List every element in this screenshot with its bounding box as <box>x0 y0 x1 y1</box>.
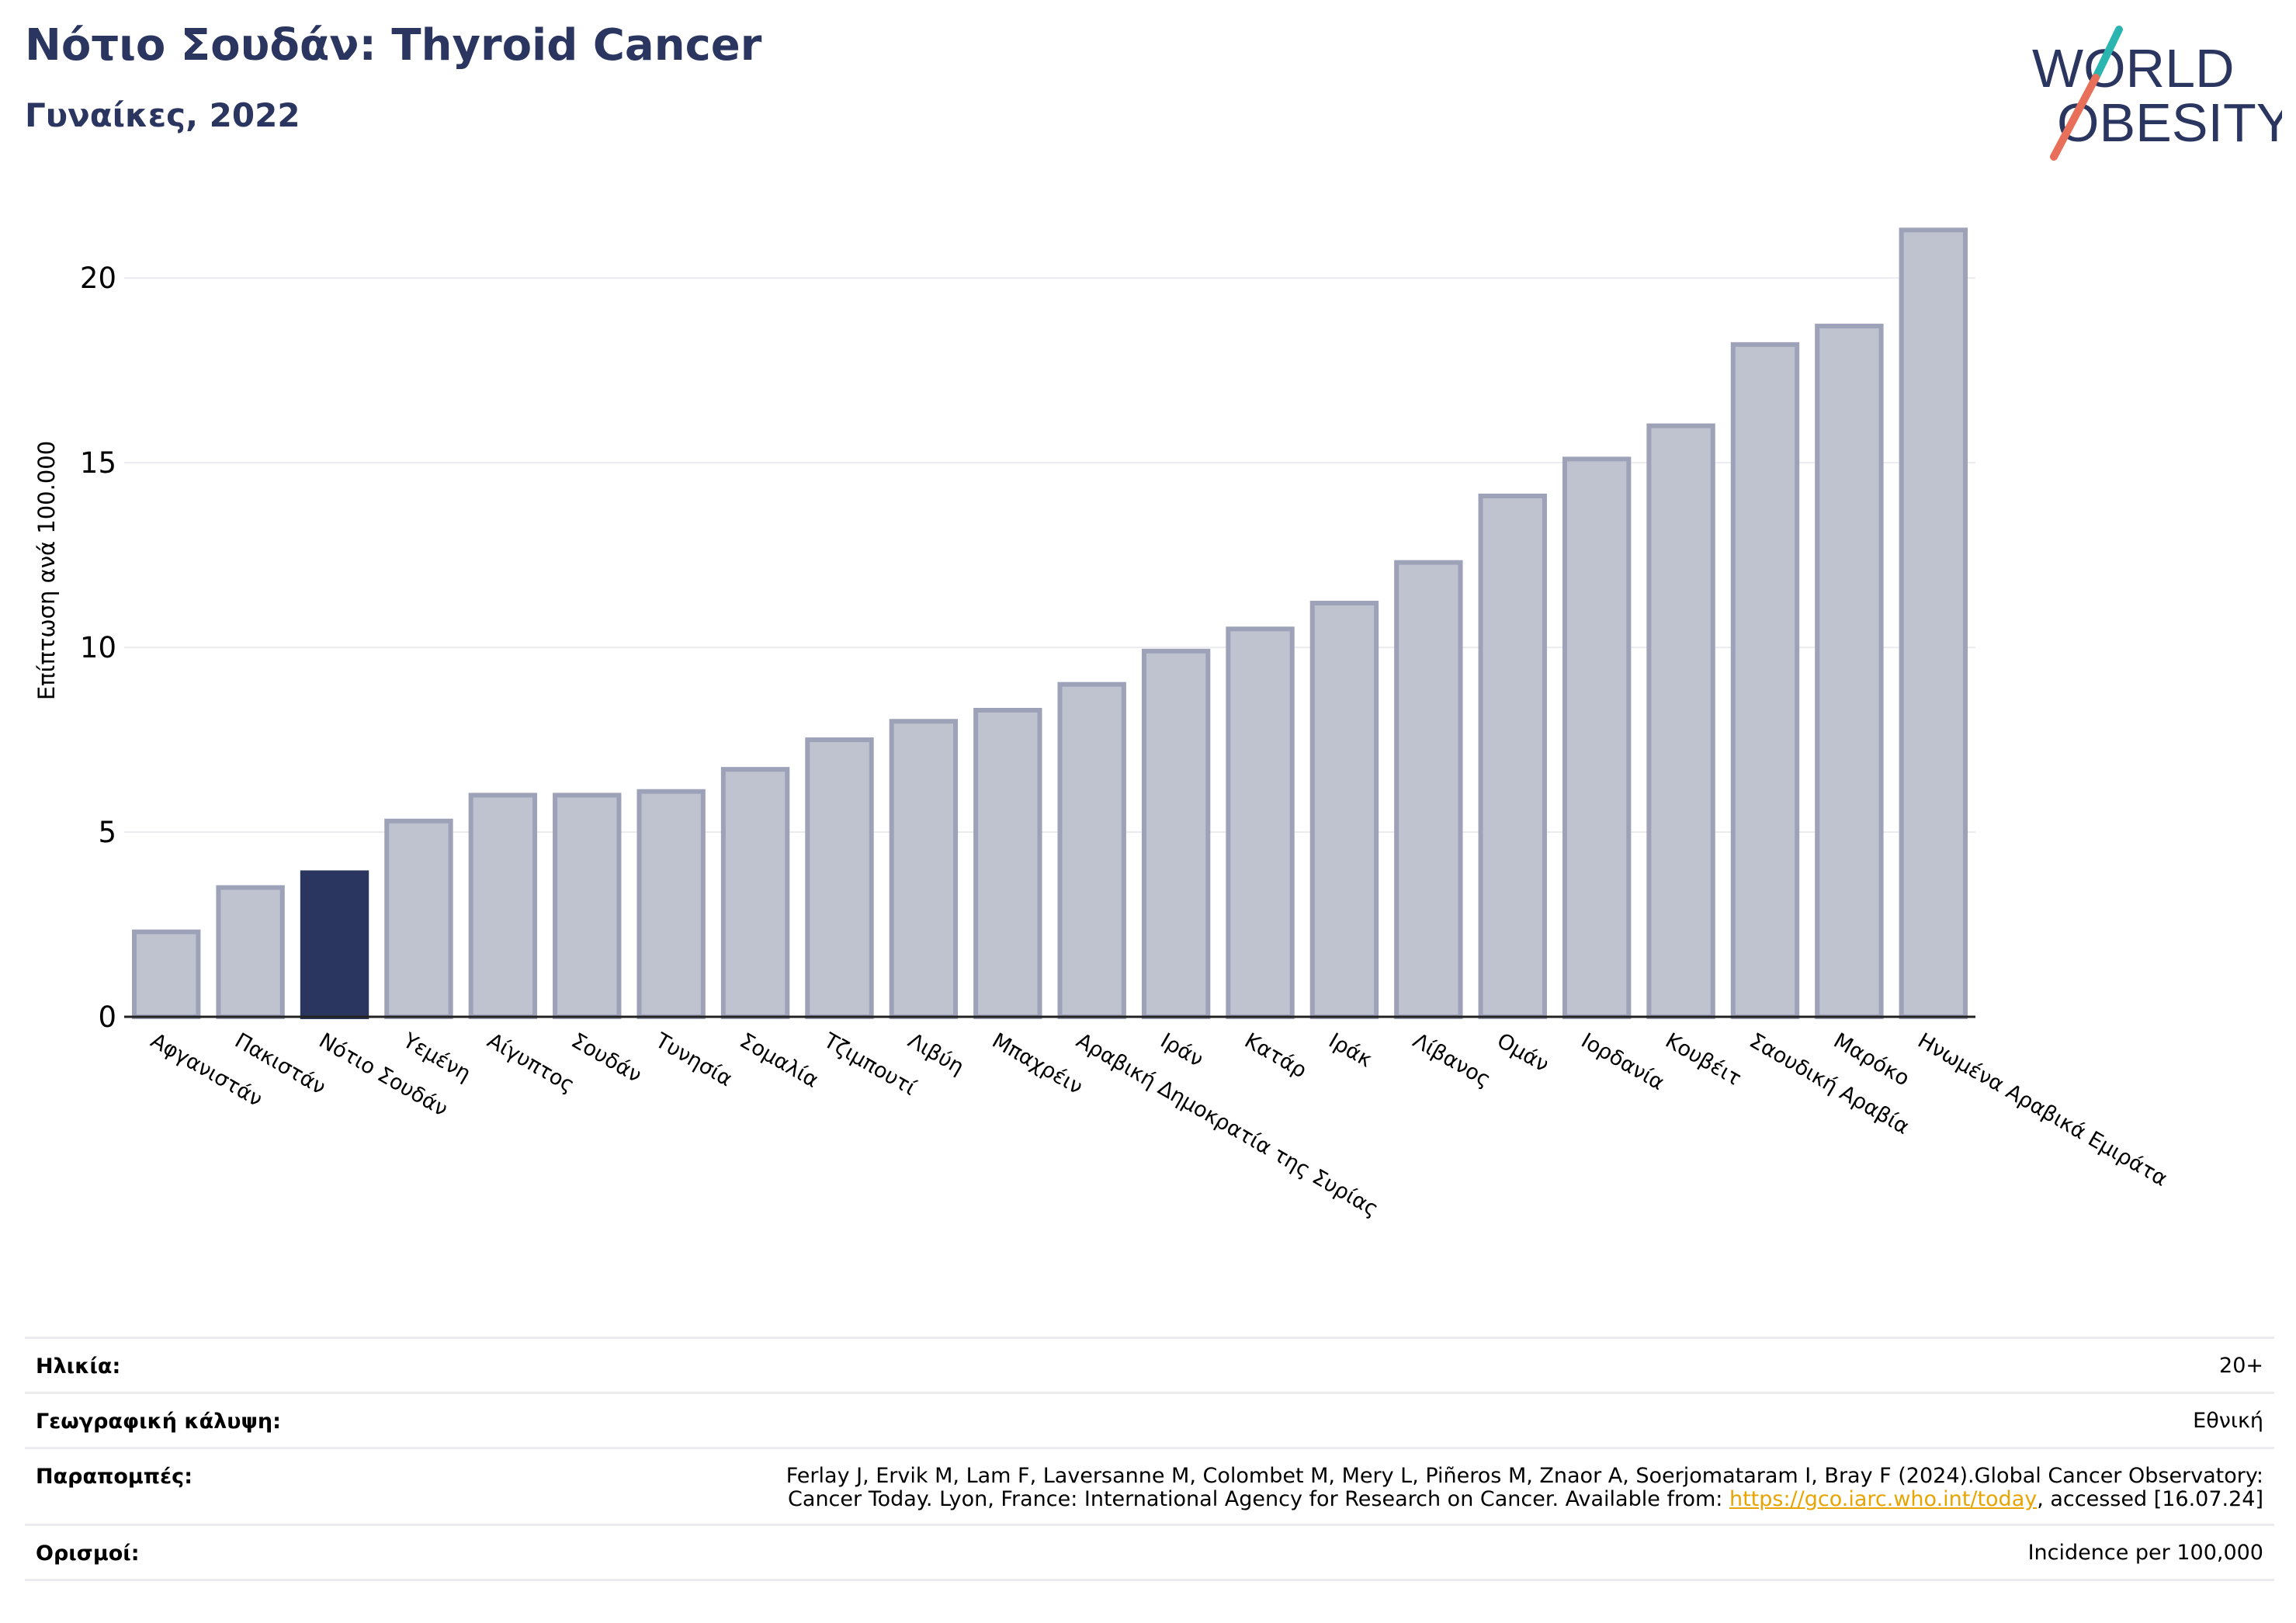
x-tick-label: Αραβική Δημοκρατία της Συρίας <box>1072 1028 1382 1222</box>
bar <box>553 792 622 1020</box>
x-tick-label: Αίγυπτος <box>483 1028 578 1098</box>
bar <box>1226 626 1295 1020</box>
x-tick-label: Τυνησία <box>650 1028 736 1092</box>
x-tick-label: Ιράκ <box>1324 1028 1376 1072</box>
bar <box>1141 648 1211 1019</box>
bar <box>1815 324 1884 1019</box>
bar <box>132 929 201 1019</box>
references-line2: Cancer Today. Lyon, France: Internationa… <box>788 1487 1729 1511</box>
y-tick-label: 5 <box>98 816 116 849</box>
page-title: Νότιο Σουδάν: Thyroid Cancer <box>25 20 762 71</box>
x-tick-label: Ιράν <box>1157 1028 1208 1072</box>
info-table: Ηλικία: 20+ Γεωγραφική κάλυψη: Εθνική Πα… <box>25 1337 2274 1581</box>
age-value: 20+ <box>2219 1354 2263 1378</box>
x-tick-label: Κατάρ <box>1240 1028 1311 1083</box>
references-line1: Ferlay J, Ervik M, Lam F, Laversanne M, … <box>786 1464 2263 1488</box>
bars <box>132 227 1968 1020</box>
svg-text:OBESITY: OBESITY <box>2057 92 2282 153</box>
bar <box>1309 600 1379 1019</box>
x-tick-label: Λιβύη <box>903 1028 968 1080</box>
coverage-label: Γεωγραφική κάλυψη: <box>36 1410 281 1434</box>
definitions-label: Ορισμοί: <box>36 1542 140 1566</box>
bar <box>973 707 1042 1020</box>
bar <box>216 885 285 1019</box>
y-tick-label: 0 <box>98 1001 116 1034</box>
references-label: Παραπομπές: <box>36 1465 192 1489</box>
bar <box>720 767 790 1020</box>
bar <box>805 737 874 1019</box>
x-tick-label: Ιορδανία <box>1577 1028 1669 1095</box>
definitions-value: Incidence per 100,000 <box>2027 1541 2263 1565</box>
x-tick-label: Σαουδική Αραβία <box>1745 1028 1913 1139</box>
bar <box>1394 560 1463 1019</box>
coverage-value: Εθνική <box>2193 1409 2263 1433</box>
bar <box>1646 423 1715 1019</box>
x-tick-label: Σομαλία <box>736 1028 823 1093</box>
x-tick-label: Ηνωμένα Αραβικά Εμιράτα <box>1913 1028 2171 1191</box>
y-tick-label: 15 <box>80 446 116 480</box>
bar <box>468 792 538 1020</box>
references-accessed: , accessed [16.07.24] <box>2037 1487 2263 1511</box>
world-obesity-logo: WORLD OBESITY <box>2032 26 2282 161</box>
y-tick-label: 10 <box>80 631 116 664</box>
y-tick-label: 20 <box>80 262 116 295</box>
info-row-references: Παραπομπές: Ferlay J, Ervik M, Lam F, La… <box>25 1447 2274 1524</box>
bar <box>1899 227 1968 1019</box>
age-label: Ηλικία: <box>36 1354 121 1379</box>
references-value: Ferlay J, Ervik M, Lam F, Laversanne M, … <box>25 1449 2274 1524</box>
bar <box>636 789 706 1019</box>
info-row-coverage: Γεωγραφική κάλυψη: Εθνική <box>25 1392 2274 1447</box>
bar <box>889 719 959 1019</box>
x-tick-label: Λίβανος <box>1409 1028 1495 1092</box>
info-row-age: Ηλικία: 20+ <box>25 1337 2274 1392</box>
x-tick-label: Σουδάν <box>567 1028 646 1087</box>
bar <box>1562 456 1632 1019</box>
page-subtitle: Γυναίκες, 2022 <box>25 96 300 134</box>
references-link[interactable]: https://gco.iarc.who.int/today <box>1729 1487 2038 1511</box>
bar <box>300 870 369 1020</box>
x-tick-label: Ομάν <box>1493 1028 1552 1077</box>
svg-text:WORLD: WORLD <box>2032 38 2235 99</box>
bar <box>1057 681 1126 1019</box>
x-tick-label: Τζιμπουτί <box>819 1028 920 1101</box>
x-tick-label: Κουβέιτ <box>1661 1028 1745 1091</box>
bar <box>384 818 453 1019</box>
y-axis-label: Επίπτωση ανά 100.000 <box>33 441 60 700</box>
bar <box>1478 493 1547 1019</box>
y-tick-labels: 0 5 10 15 20 <box>80 262 116 1034</box>
x-tick-label: Μπαχρέιν <box>988 1028 1087 1099</box>
bar <box>1730 342 1800 1019</box>
info-row-definitions: Ορισμοί: Incidence per 100,000 <box>25 1524 2274 1581</box>
